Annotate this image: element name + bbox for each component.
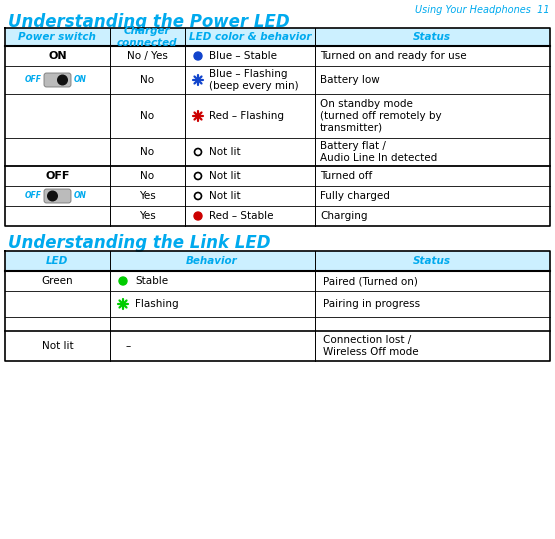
Bar [5,28,550,46]
Circle shape [119,277,127,285]
Text: Yes: Yes [139,211,156,221]
Circle shape [194,212,202,220]
Text: Not lit: Not lit [209,147,241,157]
Text: OFF: OFF [24,75,42,85]
Text: Stable: Stable [135,276,168,286]
Text: Understanding the Link LED: Understanding the Link LED [8,234,270,252]
Text: LED color & behavior: LED color & behavior [189,32,311,42]
Text: ON: ON [73,75,87,85]
Text: Yes: Yes [139,191,156,201]
Text: No: No [140,147,154,157]
Text: No: No [140,75,154,85]
Text: ON: ON [73,191,87,201]
Text: No: No [140,111,154,121]
Text: On standby mode
(turned off remotely by
transmitter): On standby mode (turned off remotely by … [320,99,442,133]
Text: LED: LED [46,256,68,266]
Text: Behavior: Behavior [186,256,238,266]
Text: Blue – Stable: Blue – Stable [209,51,277,61]
FancyBboxPatch shape [44,189,71,203]
Text: Blue – Flashing
(beep every min): Blue – Flashing (beep every min) [209,69,299,91]
Text: Using Your Headphones  11: Using Your Headphones 11 [415,5,550,15]
FancyBboxPatch shape [44,73,71,87]
Text: Pairing in progress: Pairing in progress [323,299,420,309]
Text: ON: ON [48,51,67,61]
Text: OFF: OFF [46,171,70,181]
Text: Understanding the Power LED: Understanding the Power LED [8,13,290,31]
Text: No / Yes: No / Yes [127,51,168,61]
Text: Not lit: Not lit [209,191,241,201]
Text: Battery flat /
Audio Line In detected: Battery flat / Audio Line In detected [320,141,437,163]
Text: Status: Status [413,32,451,42]
Text: Battery low: Battery low [320,75,380,85]
Text: Not lit: Not lit [209,171,241,181]
Text: Flashing: Flashing [135,299,179,309]
Text: Turned on and ready for use: Turned on and ready for use [320,51,467,61]
Text: Green: Green [42,276,73,286]
Circle shape [58,75,67,85]
Text: No: No [140,171,154,181]
Text: Turned off: Turned off [320,171,372,181]
Text: Paired (Turned on): Paired (Turned on) [323,276,418,286]
Text: Charging: Charging [320,211,367,221]
Text: OFF: OFF [24,191,42,201]
Text: Connection lost /
Wireless Off mode: Connection lost / Wireless Off mode [323,335,418,357]
Text: –: – [125,341,130,351]
Text: Fully charged: Fully charged [320,191,390,201]
Text: Not lit: Not lit [42,341,73,351]
Text: Power switch: Power switch [18,32,96,42]
Text: Status: Status [413,256,451,266]
Text: Charger
connected: Charger connected [117,26,177,48]
Circle shape [48,191,57,201]
Bar [5,251,550,271]
Text: Red – Flashing: Red – Flashing [209,111,284,121]
Circle shape [194,52,202,60]
Text: Red – Stable: Red – Stable [209,211,274,221]
